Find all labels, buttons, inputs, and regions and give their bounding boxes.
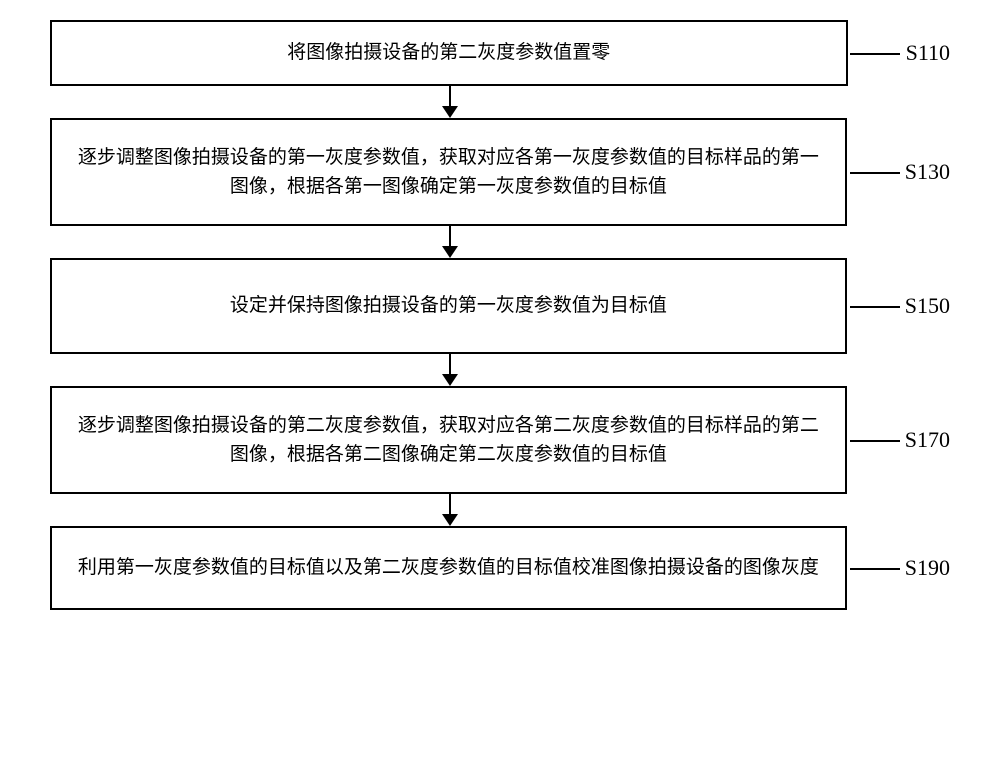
step-row: 逐步调整图像拍摄设备的第二灰度参数值，获取对应各第二灰度参数值的目标样品的第二图…	[50, 386, 950, 494]
arrow-line	[449, 226, 451, 246]
arrow-head-icon	[442, 106, 458, 118]
arrow	[50, 354, 850, 386]
arrow-line	[449, 86, 451, 106]
connector-tick	[850, 306, 900, 308]
step-text: 将图像拍摄设备的第二灰度参数值置零	[287, 38, 610, 67]
step-row: 设定并保持图像拍摄设备的第一灰度参数值为目标值 S150	[50, 258, 950, 354]
step-row: 将图像拍摄设备的第二灰度参数值置零 S110	[50, 20, 950, 86]
step-row: 利用第一灰度参数值的目标值以及第二灰度参数值的目标值校准图像拍摄设备的图像灰度 …	[50, 526, 950, 610]
step-text: 逐步调整图像拍摄设备的第一灰度参数值，获取对应各第一灰度参数值的目标样品的第一图…	[72, 143, 825, 202]
arrow-head-icon	[442, 374, 458, 386]
arrow-head-icon	[442, 514, 458, 526]
arrow-line	[449, 494, 451, 514]
step-box-s190: 利用第一灰度参数值的目标值以及第二灰度参数值的目标值校准图像拍摄设备的图像灰度	[50, 526, 847, 610]
arrow	[50, 226, 850, 258]
arrow	[50, 494, 850, 526]
step-text: 逐步调整图像拍摄设备的第二灰度参数值，获取对应各第二灰度参数值的目标样品的第二图…	[72, 411, 825, 470]
connector-tick	[850, 53, 900, 55]
flowchart-container: 将图像拍摄设备的第二灰度参数值置零 S110 逐步调整图像拍摄设备的第一灰度参数…	[50, 20, 950, 610]
step-label-s170: S170	[905, 427, 950, 453]
connector-tick	[850, 568, 900, 570]
arrow	[50, 86, 850, 118]
step-label-s110: S110	[906, 40, 950, 66]
step-label-s190: S190	[905, 555, 950, 581]
step-box-s150: 设定并保持图像拍摄设备的第一灰度参数值为目标值	[50, 258, 847, 354]
connector-tick	[850, 440, 900, 442]
step-row: 逐步调整图像拍摄设备的第一灰度参数值，获取对应各第一灰度参数值的目标样品的第一图…	[50, 118, 950, 226]
arrow-line	[449, 354, 451, 374]
step-label-s130: S130	[905, 159, 950, 185]
step-box-s170: 逐步调整图像拍摄设备的第二灰度参数值，获取对应各第二灰度参数值的目标样品的第二图…	[50, 386, 847, 494]
arrow-head-icon	[442, 246, 458, 258]
step-box-s110: 将图像拍摄设备的第二灰度参数值置零	[50, 20, 848, 86]
step-text: 设定并保持图像拍摄设备的第一灰度参数值为目标值	[230, 291, 667, 320]
connector-tick	[850, 172, 900, 174]
step-label-s150: S150	[905, 293, 950, 319]
step-box-s130: 逐步调整图像拍摄设备的第一灰度参数值，获取对应各第一灰度参数值的目标样品的第一图…	[50, 118, 847, 226]
step-text: 利用第一灰度参数值的目标值以及第二灰度参数值的目标值校准图像拍摄设备的图像灰度	[78, 553, 819, 582]
